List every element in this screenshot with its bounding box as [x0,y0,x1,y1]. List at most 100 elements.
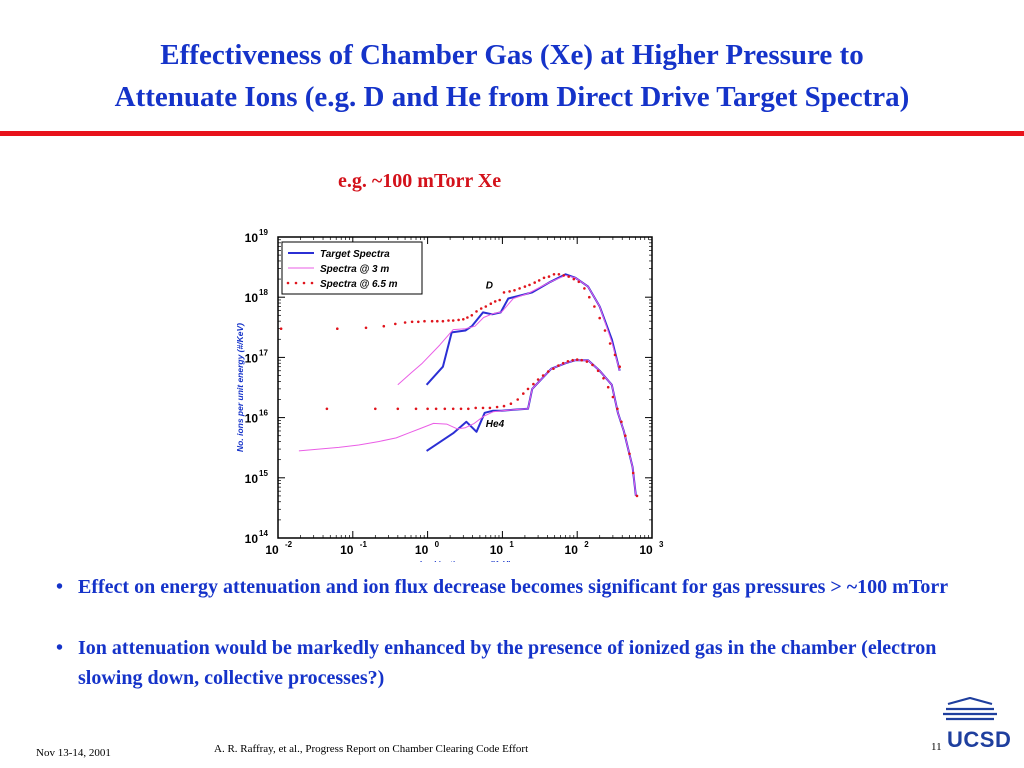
data-point-d [567,275,570,278]
slide-title: Effectiveness of Chamber Gas (Xe) at Hig… [0,34,1024,118]
data-point-he4 [552,367,555,370]
x-tick-label: 10 [565,543,579,557]
legend-marker [310,281,314,285]
data-point-d [528,283,531,287]
ucsd-logo-text: UCSD [947,727,1012,752]
y-axis-label: No. ions per unit energy (#/KeV) [235,323,245,452]
y-tick-exponent: 17 [259,348,268,357]
data-point-d [493,300,497,303]
data-point-he4 [561,361,565,365]
legend-marker [286,281,290,285]
legend-label: Target Spectra [320,249,390,260]
y-tick-exponent: 19 [259,228,268,237]
data-point-d [447,319,450,322]
legend-box [281,241,423,295]
data-point-he4 [611,395,615,399]
legend-marker [302,281,306,285]
data-point-d [577,280,581,284]
data-point-he4 [635,494,639,498]
data-point-d [484,305,488,308]
curve-annotation: D [486,280,493,291]
y-tick-label: 10 [245,532,259,546]
legend-label: Spectra @ 3 m [320,264,389,275]
data-point-d [466,316,469,319]
x-tick-exponent: 1 [509,540,514,549]
data-point-he4 [591,363,594,367]
y-tick-label: 10 [245,351,259,365]
data-point-d [508,290,511,293]
data-point-he4 [474,406,477,410]
x-axis-label: Ion kinetic energy (KeV) [419,560,510,562]
data-point-he4 [459,407,463,411]
bullet-list: • Effect on energy attenuation and ion f… [56,572,986,693]
data-point-d [498,298,502,302]
data-point-he4 [414,407,418,411]
data-point-d [475,310,478,313]
legend-marker [294,281,298,285]
data-point-d [593,305,596,308]
data-point-d [430,319,434,323]
data-point-he4 [596,369,600,373]
data-point-he4 [522,392,525,395]
x-tick-label: 10 [340,543,354,557]
data-point-he4 [502,404,506,408]
data-point-d [410,320,414,324]
data-point-he4 [566,360,570,363]
data-point-d [336,327,339,330]
data-point-d [518,287,521,290]
data-point-he4 [616,407,619,411]
data-point-he4 [509,402,513,405]
data-point-he4 [631,471,635,475]
data-point-d [618,365,621,368]
bullet-marker: • [56,576,64,598]
data-point-d [547,275,551,278]
data-point-he4 [628,452,631,456]
bullet-text: Ion attenuation would be markedly enhanc… [78,637,937,689]
bullet-marker: • [56,637,64,659]
x-tick-exponent: -1 [360,540,368,549]
x-tick-exponent: 2 [584,540,589,549]
y-tick-label: 10 [245,231,259,245]
bullet-item: • Effect on energy attenuation and ion f… [56,572,986,602]
data-point-d [608,342,612,345]
data-point-he4 [536,378,540,381]
data-point-he4 [602,377,605,380]
data-point-he4 [541,374,545,377]
y-tick-exponent: 18 [259,288,268,297]
data-point-d [502,291,506,294]
data-point-d [479,307,483,310]
data-point-he4 [481,406,485,410]
data-point-d [537,279,541,282]
data-point-d [470,314,474,317]
data-point-d [279,327,283,330]
title-divider [0,131,1024,136]
data-point-d [603,329,607,332]
y-tick-label: 10 [245,412,259,426]
x-tick-label: 10 [490,543,504,557]
x-tick-exponent: -2 [285,540,293,549]
data-point-he4 [557,364,560,367]
data-point-d [588,295,591,299]
data-point-he4 [624,434,627,437]
series-line-he4 [298,359,637,496]
page-number: 11 [931,741,942,753]
data-point-he4 [325,407,329,411]
data-point-he4 [606,385,610,389]
data-point-d [462,318,465,321]
data-point-d [457,318,460,322]
data-point-he4 [571,358,574,362]
y-tick-exponent: 14 [259,529,268,538]
data-point-he4 [396,407,400,411]
data-point-d [533,281,536,284]
data-point-he4 [580,358,583,362]
data-point-d [557,273,561,276]
x-tick-exponent: 0 [435,540,440,549]
data-point-d [436,319,439,323]
data-point-d [451,319,455,322]
y-tick-exponent: 15 [259,469,268,478]
data-point-he4 [374,407,377,411]
data-point-he4 [495,405,499,409]
data-point-he4 [451,407,455,411]
y-tick-exponent: 16 [259,409,268,418]
data-point-he4 [516,398,519,401]
